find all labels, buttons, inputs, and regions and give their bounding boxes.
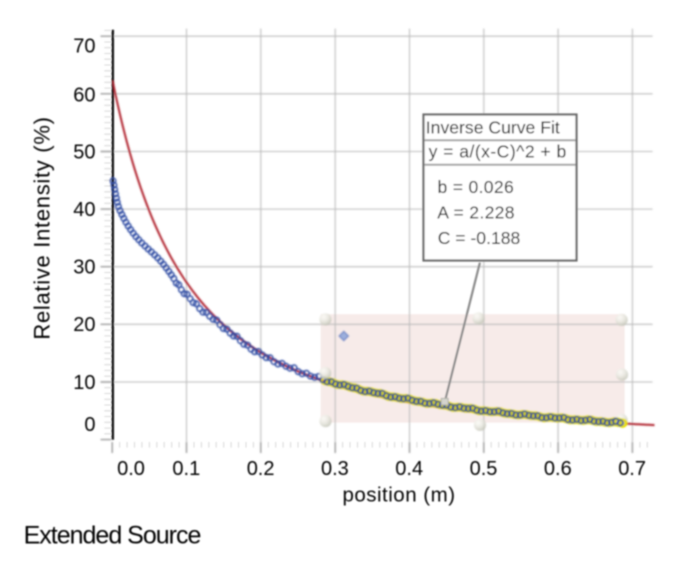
svg-text:A = 2.228: A = 2.228: [437, 203, 515, 223]
svg-text:Extended Source: Extended Source: [24, 522, 201, 550]
svg-text:60: 60: [73, 84, 95, 106]
svg-text:0.6: 0.6: [544, 458, 572, 480]
svg-text:0.3: 0.3: [321, 458, 349, 480]
svg-text:0.5: 0.5: [470, 458, 498, 480]
svg-text:20: 20: [73, 314, 95, 336]
svg-text:0.1: 0.1: [172, 458, 200, 480]
svg-text:50: 50: [73, 141, 95, 163]
svg-text:C = -0.188: C = -0.188: [438, 228, 521, 248]
svg-text:Inverse Curve Fit: Inverse Curve Fit: [426, 118, 560, 138]
svg-text:position (m): position (m): [342, 484, 455, 507]
svg-text:0.4: 0.4: [395, 458, 423, 480]
svg-text:y = a/(x-C)^2 + b: y = a/(x-C)^2 + b: [429, 141, 567, 161]
svg-text:b = 0.026: b = 0.026: [438, 177, 515, 197]
svg-text:Relative Intensity (%): Relative Intensity (%): [30, 116, 55, 339]
svg-text:10: 10: [73, 372, 95, 394]
svg-text:0: 0: [84, 414, 95, 436]
svg-text:0.7: 0.7: [618, 458, 646, 480]
svg-text:40: 40: [73, 199, 95, 221]
svg-text:70: 70: [73, 35, 95, 57]
svg-text:0.2: 0.2: [247, 458, 275, 480]
svg-text:30: 30: [73, 257, 95, 279]
svg-text:0.0: 0.0: [117, 458, 145, 480]
